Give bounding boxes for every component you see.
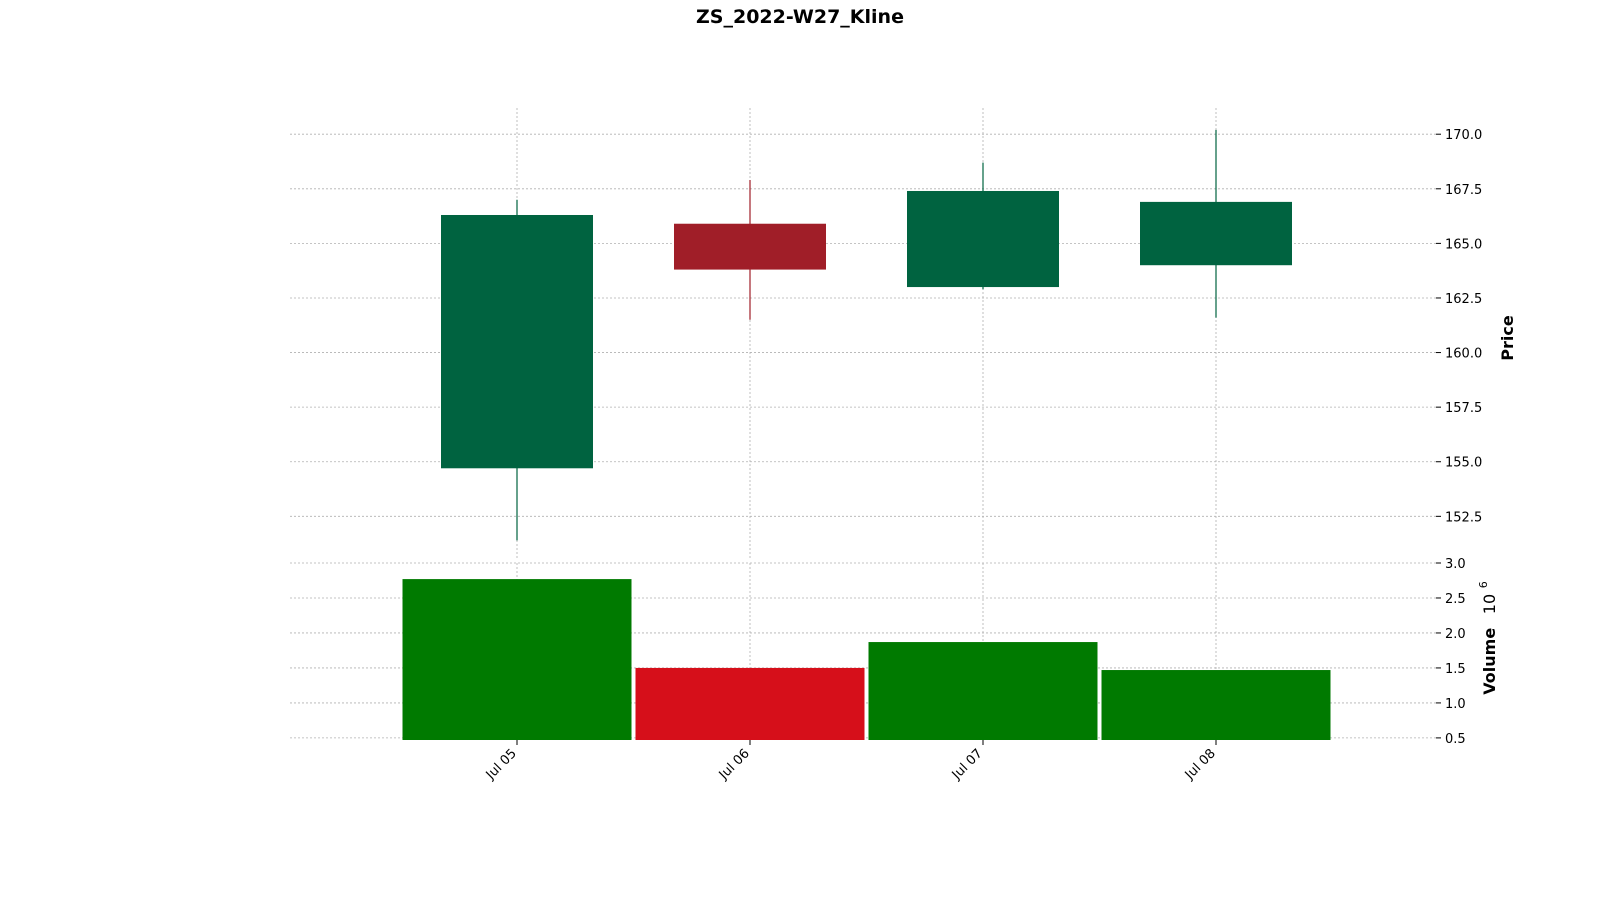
y-axis-ticks: 152.5 155.0 157.5 160.0 162.5 165.0 167.5 170.0… [1436, 128, 1482, 747]
volume-tick-label-1: 1.0 [1445, 697, 1466, 712]
svg-text:Volume 10 6: Volume 10 6 [1477, 581, 1499, 694]
x-tick-label-1: Jul 06 [716, 746, 753, 783]
price-tick-label-2: 157.5 [1445, 401, 1482, 416]
volume-exponent-power: 6 [1477, 581, 1490, 588]
volume-exponent-base: 10 [1480, 594, 1499, 614]
candle-body-0 [441, 214, 593, 469]
x-tick-label-3: Jul 08 [1182, 746, 1219, 783]
volume-axis-label-text: Volume [1480, 628, 1499, 695]
price-axis-label: Price [1498, 315, 1517, 361]
volume-bar-3 [1101, 670, 1331, 740]
volume-bar-1 [635, 667, 865, 740]
volume-tick-label-3: 2.0 [1445, 627, 1466, 642]
price-tick-label-4: 162.5 [1445, 292, 1482, 307]
candle-body-3 [1140, 201, 1292, 266]
price-tick-label-1: 155.0 [1445, 456, 1482, 471]
x-axis-ticks: Jul 05 Jul 06 Jul 07 Jul 08 [483, 740, 1219, 783]
volume-series [402, 579, 1331, 740]
candle-body-2 [907, 190, 1059, 288]
volume-tick-label-2: 1.5 [1445, 662, 1466, 677]
volume-tick-label-0: 0.5 [1445, 732, 1466, 747]
volume-axis-label: Volume 10 6 [1477, 581, 1499, 694]
volume-tick-label-4: 2.5 [1445, 592, 1466, 607]
price-tick-label-6: 167.5 [1445, 183, 1482, 198]
volume-bar-0 [402, 579, 632, 740]
candle-body-1 [674, 223, 826, 270]
price-tick-label-3: 160.0 [1445, 347, 1482, 362]
candlestick-series [441, 129, 1292, 541]
x-tick-label-2: Jul 07 [949, 746, 986, 783]
price-tick-label-0: 152.5 [1445, 510, 1482, 525]
x-tick-label-0: Jul 05 [483, 746, 520, 783]
volume-tick-label-5: 3.0 [1445, 557, 1466, 572]
price-tick-label-5: 165.0 [1445, 237, 1482, 252]
volume-bar-2 [868, 642, 1098, 740]
price-tick-label-7: 170.0 [1445, 128, 1482, 143]
chart-title: ZS_2022-W27_Kline [696, 6, 904, 28]
